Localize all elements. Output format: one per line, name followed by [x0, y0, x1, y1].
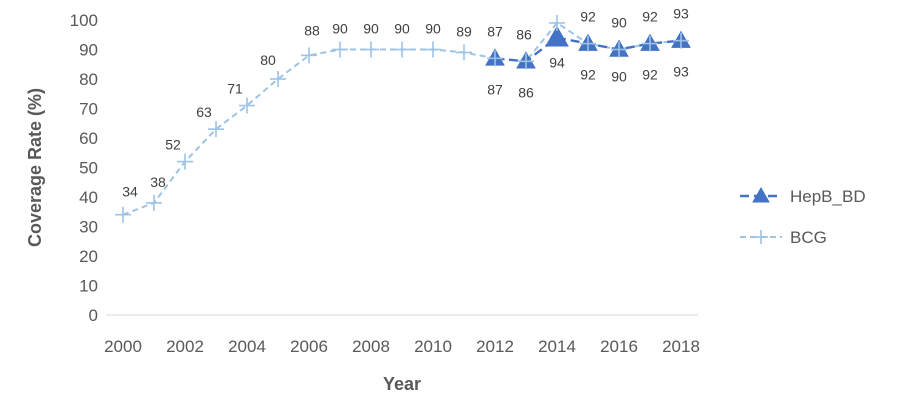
bcg-data-label: 90	[425, 21, 441, 37]
legend-bcg-label: BCG	[790, 228, 827, 247]
bcg-point	[425, 41, 441, 58]
bcg-data-label: 87	[487, 23, 503, 39]
hepb-bd-data-label: 94	[549, 55, 565, 71]
x-tick-label: 2000	[104, 337, 142, 356]
bcg-point	[642, 35, 658, 52]
legend-hepb-bd-marker	[752, 186, 770, 203]
y-tick-label: 20	[79, 247, 98, 266]
bcg-data-label: 90	[332, 21, 348, 37]
bcg-data-label: 89	[456, 23, 472, 39]
hepb-bd-data-label: 93	[673, 64, 689, 80]
bcg-point	[208, 121, 224, 138]
plot-area	[115, 14, 691, 223]
y-tick-label: 30	[79, 218, 98, 237]
bcg-data-label: 63	[196, 104, 212, 120]
bcg-data-label: 34	[122, 184, 138, 200]
bcg-point	[332, 41, 348, 58]
bcg-point	[177, 153, 193, 170]
bcg-point	[239, 97, 255, 114]
y-tick-label: 40	[79, 188, 98, 207]
y-tick-label: 100	[70, 11, 98, 30]
bcg-data-label: 92	[580, 9, 596, 25]
bcg-point	[301, 47, 317, 64]
hepb-bd-data-label: 92	[642, 67, 658, 83]
bcg-data-label: 90	[611, 15, 627, 31]
bcg-data-label: 90	[394, 21, 410, 37]
y-tick-label: 90	[79, 41, 98, 60]
bcg-point	[115, 206, 131, 223]
y-tick-label: 10	[79, 277, 98, 296]
x-tick-label: 2012	[476, 337, 514, 356]
y-axis-title: Coverage Rate (%)	[25, 88, 45, 247]
bcg-data-label: 52	[165, 137, 181, 153]
legend: HepB_BD BCG	[740, 186, 866, 247]
x-tick-label: 2010	[414, 337, 452, 356]
y-tick-label: 0	[89, 306, 98, 325]
hepb-bd-point	[545, 25, 569, 47]
bcg-data-label: 93	[673, 6, 689, 22]
legend-bcg-marker	[754, 230, 768, 244]
x-tick-label: 2008	[352, 337, 390, 356]
hepb-bd-data-label: 86	[518, 84, 534, 100]
legend-hepb-bd-label: HepB_BD	[790, 187, 866, 206]
bcg-point	[270, 71, 286, 87]
bcg-point	[146, 194, 162, 211]
bcg-data-label: 88	[304, 22, 320, 38]
bcg-point	[673, 32, 689, 49]
x-tick-label: 2002	[166, 337, 204, 356]
bcg-data-label: 92	[642, 9, 658, 25]
bcg-point	[518, 53, 534, 70]
y-tick-label: 80	[79, 70, 98, 89]
hepb-bd-data-label: 90	[611, 69, 627, 85]
bcg-point	[456, 44, 472, 61]
bcg-point	[611, 41, 627, 58]
x-axis-title: Year	[383, 374, 421, 394]
bcg-point	[549, 14, 565, 31]
bcg-point	[580, 35, 596, 52]
bcg-data-label: 71	[227, 81, 243, 97]
y-tick-label: 70	[79, 100, 98, 119]
bcg-point	[487, 50, 503, 67]
hepb-bd-data-label: 87	[487, 81, 503, 97]
x-tick-label: 2004	[228, 337, 266, 356]
x-tick-label: 2006	[290, 337, 328, 356]
axes: 0 10 20 30 40 50 60 70 80 90 100 2000 2002 2004 2006 20…	[25, 11, 700, 394]
bcg-data-label: 90	[363, 21, 379, 37]
y-tick-label: 60	[79, 129, 98, 148]
x-tick-label: 2016	[600, 337, 638, 356]
x-tick-label: 2018	[662, 337, 700, 356]
x-tick-label: 2014	[538, 337, 576, 356]
bcg-data-label: 80	[260, 52, 276, 68]
bcg-point	[363, 41, 379, 58]
bcg-point	[394, 41, 410, 58]
data-labels: 34 38 52 63 71 80 88 90 90 90 90 89 87 86 92 90 92 93 87 86…	[122, 6, 689, 200]
y-tick-label: 50	[79, 159, 98, 178]
bcg-data-label: 86	[516, 26, 532, 42]
hepb-bd-data-label: 92	[580, 67, 596, 83]
bcg-data-label: 38	[150, 174, 166, 190]
